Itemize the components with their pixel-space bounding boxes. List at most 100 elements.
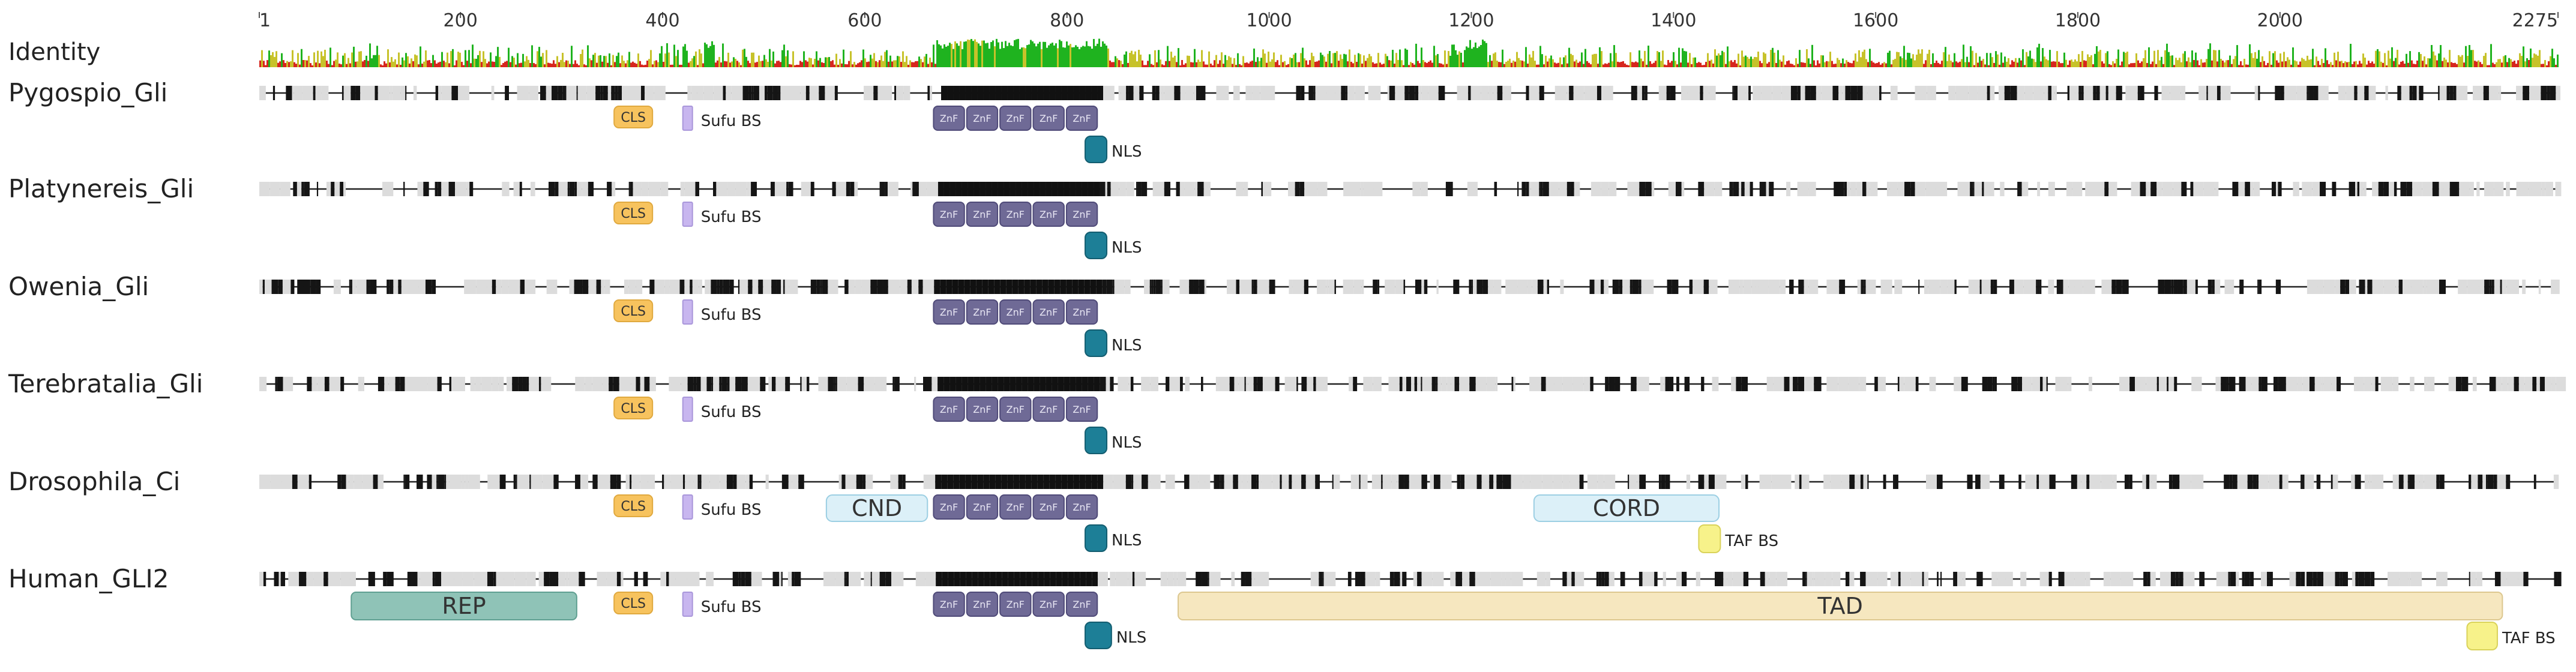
- identity-bar: [344, 53, 346, 67]
- gap-block: [1478, 572, 1491, 586]
- identity-bar: [715, 62, 717, 67]
- gap-block: [1242, 475, 1248, 489]
- identity-bar: [1502, 49, 1503, 67]
- identity-bar: [987, 43, 989, 67]
- identity-bar: [2224, 62, 2225, 67]
- identity-bar: [1233, 58, 1235, 67]
- identity-bar: [1098, 38, 1100, 67]
- identity-bar: [2292, 47, 2294, 67]
- identity-bar: [760, 61, 762, 67]
- residue-block: [726, 475, 733, 489]
- gap-block: [2423, 280, 2427, 294]
- identity-bar: [2260, 62, 2262, 67]
- conserved-block: [980, 182, 986, 196]
- gap-block: [664, 280, 670, 294]
- identity-bar: [2379, 51, 2380, 67]
- residue-block: [1689, 280, 1693, 294]
- identity-bar: [1896, 52, 1898, 67]
- residue-block: [493, 572, 496, 586]
- conserved-block: [1034, 377, 1040, 391]
- gap-block: [1968, 280, 1980, 294]
- identity-bar: [1552, 59, 1554, 67]
- gap-block: [427, 377, 438, 391]
- identity-bar: [1550, 55, 1552, 67]
- residue-block: [1433, 475, 1440, 489]
- identity-bar: [1721, 50, 1723, 67]
- gap-block: [601, 280, 605, 294]
- residue-block: [552, 572, 559, 586]
- gap-block: [631, 475, 640, 489]
- gap-block: [1562, 475, 1570, 489]
- identity-bar: [1140, 55, 1142, 67]
- gap-block: [2359, 182, 2364, 196]
- identity-bar: [1025, 48, 1026, 67]
- conserved-block: [1010, 182, 1016, 196]
- residue-block: [301, 182, 304, 196]
- identity-bar: [841, 63, 843, 67]
- residue-block: [862, 475, 866, 489]
- identity-bar: [1862, 52, 1864, 67]
- identity-bar: [1462, 62, 1464, 67]
- identity-bar: [1212, 65, 1214, 67]
- identity-bar: [1586, 61, 1588, 67]
- residue-block: [303, 572, 307, 586]
- identity-bar: [1682, 48, 1684, 67]
- identity-bar: [290, 61, 292, 67]
- identity-bar: [1970, 46, 1972, 67]
- residue-block: [2173, 280, 2178, 294]
- gap-block: [451, 377, 462, 391]
- identity-bar: [342, 55, 344, 67]
- gap-block: [568, 572, 579, 586]
- identity-bar: [1352, 63, 1354, 67]
- residue-block: [723, 86, 726, 100]
- znf-domain-label: ZnF: [973, 209, 991, 220]
- residue-block: [711, 280, 717, 294]
- residue-block: [2232, 182, 2239, 196]
- identity-bar: [1178, 48, 1179, 67]
- identity-bar: [1363, 55, 1365, 67]
- conserved-block: [1067, 86, 1074, 100]
- identity-bar: [490, 52, 492, 67]
- identity-bar: [2071, 59, 2072, 67]
- identity-bar: [1487, 62, 1489, 67]
- conserved-block: [953, 86, 960, 100]
- gap-block: [317, 377, 325, 391]
- gap-block: [1447, 475, 1452, 489]
- identity-bar: [1246, 62, 1248, 67]
- residue-block: [2190, 182, 2194, 196]
- identity-bar: [1394, 64, 1395, 67]
- conserved-block: [965, 86, 972, 100]
- residue-block: [1745, 475, 1748, 489]
- gap-block: [1574, 572, 1584, 586]
- residue-block: [304, 182, 310, 196]
- identity-bar: [2496, 62, 2497, 67]
- residue-block: [569, 182, 575, 196]
- residue-block: [262, 280, 265, 294]
- identity-bar: [261, 50, 263, 67]
- identity-bar: [326, 61, 328, 67]
- identity-bar: [2526, 58, 2528, 67]
- gap-block: [911, 280, 919, 294]
- residue-block: [846, 572, 849, 586]
- residue-block: [1100, 377, 1106, 391]
- residue-block: [781, 572, 783, 586]
- gap-block: [1420, 182, 1428, 196]
- gap-block: [1848, 377, 1859, 391]
- sequence-name: Drosophila_Ci: [8, 467, 180, 496]
- gap-block: [1604, 475, 1616, 489]
- residue-block: [1596, 86, 1601, 100]
- identity-bar: [2533, 53, 2535, 67]
- conserved-block: [1092, 572, 1098, 586]
- residue-block: [2313, 86, 2319, 100]
- gap-block: [1915, 86, 1927, 100]
- conserved-block: [1012, 280, 1019, 294]
- identity-bar: [2388, 50, 2389, 67]
- identity-bar: [295, 64, 297, 67]
- gap-block: [634, 86, 641, 100]
- gap-block: [922, 280, 934, 294]
- identity-bar: [627, 60, 628, 67]
- gap-block: [828, 280, 838, 294]
- identity-bar: [1079, 49, 1080, 67]
- identity-bar: [2038, 43, 2040, 67]
- residue-block: [2461, 377, 2469, 391]
